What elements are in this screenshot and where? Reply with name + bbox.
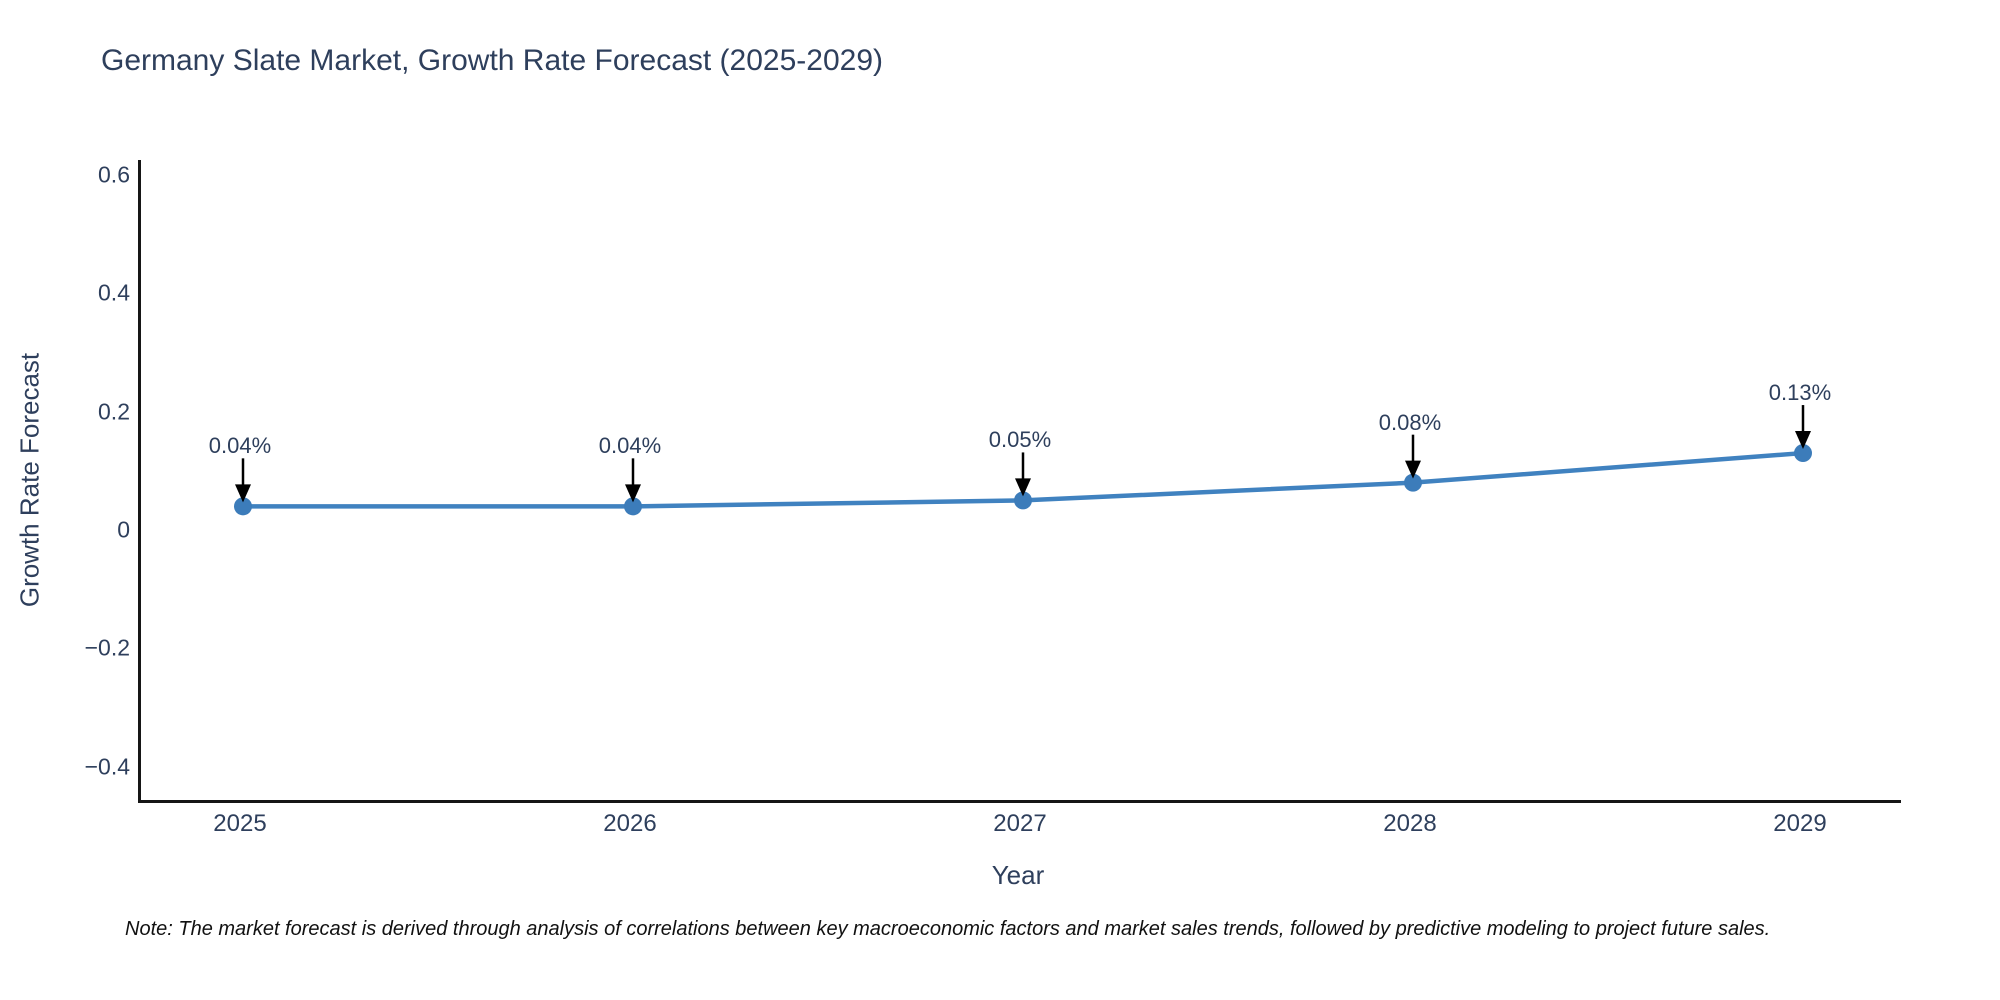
data-point-marker bbox=[234, 497, 252, 516]
data-point-label: 0.04% bbox=[208, 433, 272, 459]
data-point-marker bbox=[1794, 444, 1812, 463]
x-tick-label: 2025 bbox=[213, 810, 267, 837]
y-tick-label: −0.4 bbox=[84, 753, 130, 780]
annotation-arrowhead-icon bbox=[1795, 431, 1811, 450]
annotation-arrowhead-icon bbox=[625, 484, 641, 503]
annotation-arrowhead-icon bbox=[1405, 460, 1421, 479]
x-tick-label: 2029 bbox=[1773, 810, 1827, 837]
data-point-label: 0.08% bbox=[1378, 409, 1442, 435]
chart-title: Germany Slate Market, Growth Rate Foreca… bbox=[101, 44, 883, 77]
data-point-label: 0.04% bbox=[598, 433, 662, 459]
plot-area bbox=[138, 160, 1901, 803]
y-tick-label: 0.6 bbox=[98, 161, 130, 188]
annotation-arrowhead-icon bbox=[235, 484, 251, 503]
y-tick-label: −0.2 bbox=[84, 634, 130, 661]
data-point-marker bbox=[1014, 491, 1032, 510]
line-series-svg bbox=[234, 405, 1812, 516]
y-axis-title: Growth Rate Forecast bbox=[14, 352, 45, 608]
x-tick-label: 2026 bbox=[603, 810, 657, 837]
data-point-marker bbox=[624, 497, 642, 516]
y-tick-label: 0.4 bbox=[98, 279, 130, 306]
y-tick-label: 0 bbox=[117, 516, 130, 543]
data-point-label: 0.13% bbox=[1768, 380, 1832, 406]
x-axis-title: Year bbox=[991, 860, 1045, 890]
x-tick-label: 2027 bbox=[993, 810, 1047, 837]
y-tick-label: 0.2 bbox=[98, 398, 130, 425]
data-point-label: 0.05% bbox=[988, 427, 1052, 453]
x-tick-label: 2028 bbox=[1383, 810, 1437, 837]
data-point-marker bbox=[1404, 473, 1422, 492]
annotation-arrowhead-icon bbox=[1015, 478, 1031, 497]
footnote-text: Note: The market forecast is derived thr… bbox=[125, 918, 1771, 940]
